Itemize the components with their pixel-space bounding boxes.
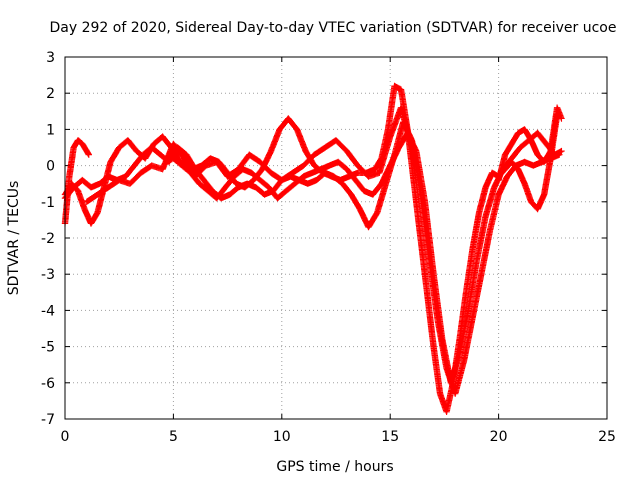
y-tick-label: 3 bbox=[46, 50, 55, 66]
y-tick-label: -6 bbox=[41, 376, 55, 392]
x-tick-label: 20 bbox=[490, 429, 508, 445]
y-tick-label: -5 bbox=[41, 340, 55, 356]
y-tick-label: -4 bbox=[41, 303, 55, 319]
chart-title: Day 292 of 2020, Sidereal Day-to-day VTE… bbox=[50, 20, 617, 36]
data-series bbox=[495, 104, 565, 184]
series-markers bbox=[495, 104, 565, 184]
y-tick-label: 2 bbox=[46, 86, 55, 102]
y-tick-label: -3 bbox=[41, 267, 55, 283]
y-axis-label: SDTVAR / TECUs bbox=[6, 181, 22, 296]
x-tick-label: 5 bbox=[169, 429, 178, 445]
y-tick-label: 0 bbox=[46, 159, 55, 175]
y-tick-label: 1 bbox=[46, 122, 55, 138]
tick-labels: 0 5 10 15 20 25 -7 -6 -5 -4 -3 -2 -1 0 1 2 3 bbox=[41, 50, 616, 445]
x-tick-label: 10 bbox=[273, 429, 291, 445]
plot-frame bbox=[64, 56, 608, 420]
data-markers bbox=[61, 82, 565, 415]
data-series bbox=[83, 104, 416, 205]
y-tick-label: -1 bbox=[41, 195, 55, 211]
x-tick-label: 15 bbox=[381, 429, 399, 445]
series-markers bbox=[83, 104, 416, 205]
x-tick-label: 25 bbox=[598, 429, 616, 445]
x-axis-label: GPS time / hours bbox=[276, 459, 393, 475]
y-tick-label: -2 bbox=[41, 231, 55, 247]
y-tick-label: -7 bbox=[41, 412, 55, 428]
x-tick-label: 0 bbox=[61, 429, 70, 445]
